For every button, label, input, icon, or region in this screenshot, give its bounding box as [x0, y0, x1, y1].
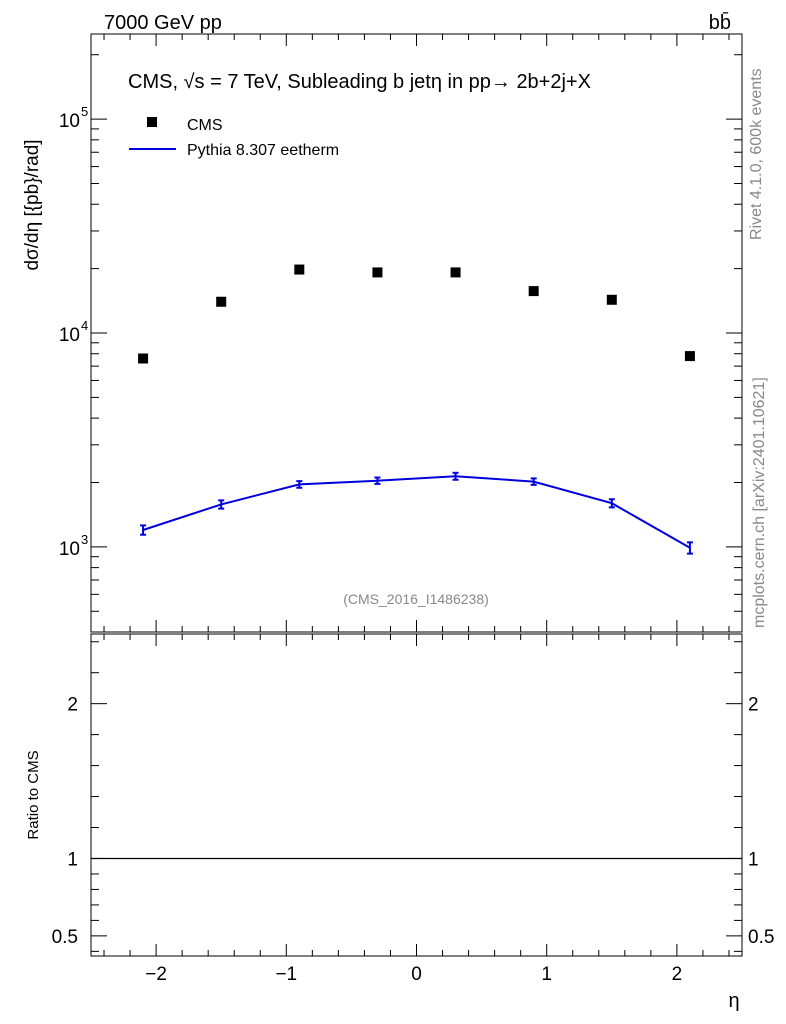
ratio-y-tick-label-right: 2	[748, 695, 759, 716]
pythia-series	[140, 471, 693, 555]
main-y-tick-label: 10	[59, 111, 80, 132]
ratio-y-tick-label-right: 1	[748, 849, 759, 870]
cms-marker	[216, 296, 227, 307]
x-tick-label: 0	[411, 964, 422, 985]
rivet-label: Rivet 4.1.0, 600k events	[748, 68, 765, 240]
main-title: CMS, √s = 7 TeV, Subleading b jetη in pp…	[128, 71, 591, 93]
x-tick-label: 2	[672, 964, 683, 985]
x-tick-label: −1	[275, 964, 297, 985]
pythia-line	[142, 475, 691, 549]
cms-marker	[528, 286, 539, 297]
legend: CMS Pythia 8.307 eetherm	[129, 117, 339, 159]
x-tick-label: 1	[541, 964, 552, 985]
ratio-y-tick-label: 0.5	[52, 927, 78, 948]
cms-marker	[684, 351, 695, 362]
legend-cms-marker	[147, 117, 157, 127]
energy-label: 7000 GeV pp	[104, 12, 222, 34]
legend-pythia-label: Pythia 8.307 eetherm	[187, 142, 339, 159]
main-y-tick-exponent: 3	[81, 532, 88, 547]
ratio-ylabel: Ratio to CMS	[25, 750, 42, 839]
ratio-panel-frame	[90, 633, 743, 957]
ratio-y-tick-label: 2	[67, 695, 78, 716]
cms-marker	[138, 353, 149, 364]
cms-series	[138, 264, 695, 364]
x-tick-label: −2	[145, 964, 167, 985]
main-y-tick-label: 10	[59, 539, 80, 560]
main-ylabel: dσ/dη [{pb}/rad]	[22, 139, 43, 270]
ratio-y-tick-label: 1	[67, 849, 78, 870]
xlabel: η	[728, 990, 739, 1012]
cms-marker	[450, 267, 461, 278]
ratio-axis-ticks: −2 −1 0 1 2 0.5 0.5 1 1 2 2	[52, 634, 774, 985]
cms-marker	[372, 267, 383, 278]
ratio-y-tick-label-right: 0.5	[748, 927, 774, 948]
legend-cms-label: CMS	[187, 117, 223, 134]
cms-marker	[294, 264, 305, 275]
analysis-annotation: (CMS_2016_I1486238)	[343, 591, 489, 607]
mcplots-label: mcplots.cern.ch [arXiv:2401.10621]	[751, 377, 768, 628]
main-y-tick-label: 10	[59, 325, 80, 346]
main-y-tick-exponent: 4	[81, 318, 88, 333]
main-y-tick-exponent: 5	[81, 104, 88, 119]
cms-marker	[606, 294, 617, 305]
process-label: bb̄	[709, 11, 731, 34]
